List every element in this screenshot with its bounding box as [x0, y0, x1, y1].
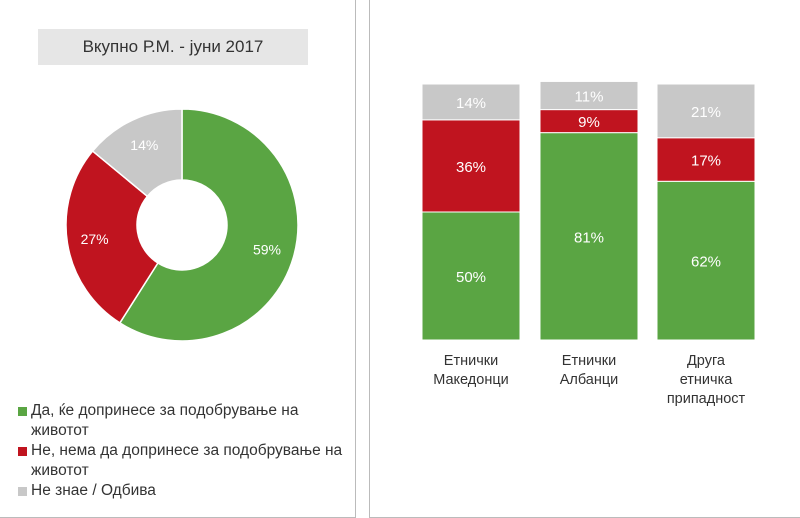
legend-label: Не, нема да допринесе за подобрување на …	[31, 442, 343, 479]
bar-label: 9%	[578, 114, 600, 131]
chart-title: Вкупно Р.М. - јуни 2017	[38, 29, 308, 65]
legend-item: Не, нема да допринесе за подобрување на …	[18, 441, 358, 481]
bar-label: 62%	[691, 254, 721, 271]
donut-slice-0	[118, 108, 299, 342]
legend-swatch	[18, 487, 27, 496]
bar-label: 14%	[456, 95, 486, 112]
donut-slice-2	[91, 108, 183, 198]
category-label: Етнички Македонци	[433, 353, 509, 388]
legend-label: Не знае / Одбива	[31, 482, 156, 499]
legend-item: Да, ќе допринесе за подобрување на живот…	[18, 401, 358, 441]
bar-label: 21%	[691, 104, 721, 121]
bar-segment	[656, 180, 756, 341]
legend-swatch	[18, 447, 27, 456]
bar-label: 81%	[574, 229, 604, 246]
slice-label-2: 14%	[130, 137, 158, 153]
legend-item: Не знае / Одбива	[18, 481, 358, 501]
bar-segment	[539, 132, 639, 341]
bar-segment	[421, 83, 521, 121]
bar-segment	[421, 211, 521, 341]
category-label: Друга етничка припадност	[666, 353, 746, 407]
bar-segment	[539, 80, 639, 111]
bar-label: 11%	[575, 89, 604, 106]
bar-segment	[656, 83, 756, 139]
bar-label: 50%	[456, 269, 486, 286]
donut-slice-1	[65, 150, 159, 324]
slice-label-0: 59%	[253, 242, 281, 258]
bar-segment	[421, 119, 521, 213]
category-label: Етнички Албанци	[559, 353, 619, 388]
bar-segment	[656, 137, 756, 182]
slice-label-1: 27%	[81, 231, 109, 247]
legend: Да, ќе допринесе за подобрување на живот…	[18, 401, 358, 501]
donut-panel	[0, 0, 356, 518]
legend-swatch	[18, 407, 27, 416]
legend-label: Да, ќе допринесе за подобрување на живот…	[31, 402, 299, 439]
bar-label: 36%	[456, 159, 486, 176]
bar-label: 17%	[691, 153, 721, 170]
